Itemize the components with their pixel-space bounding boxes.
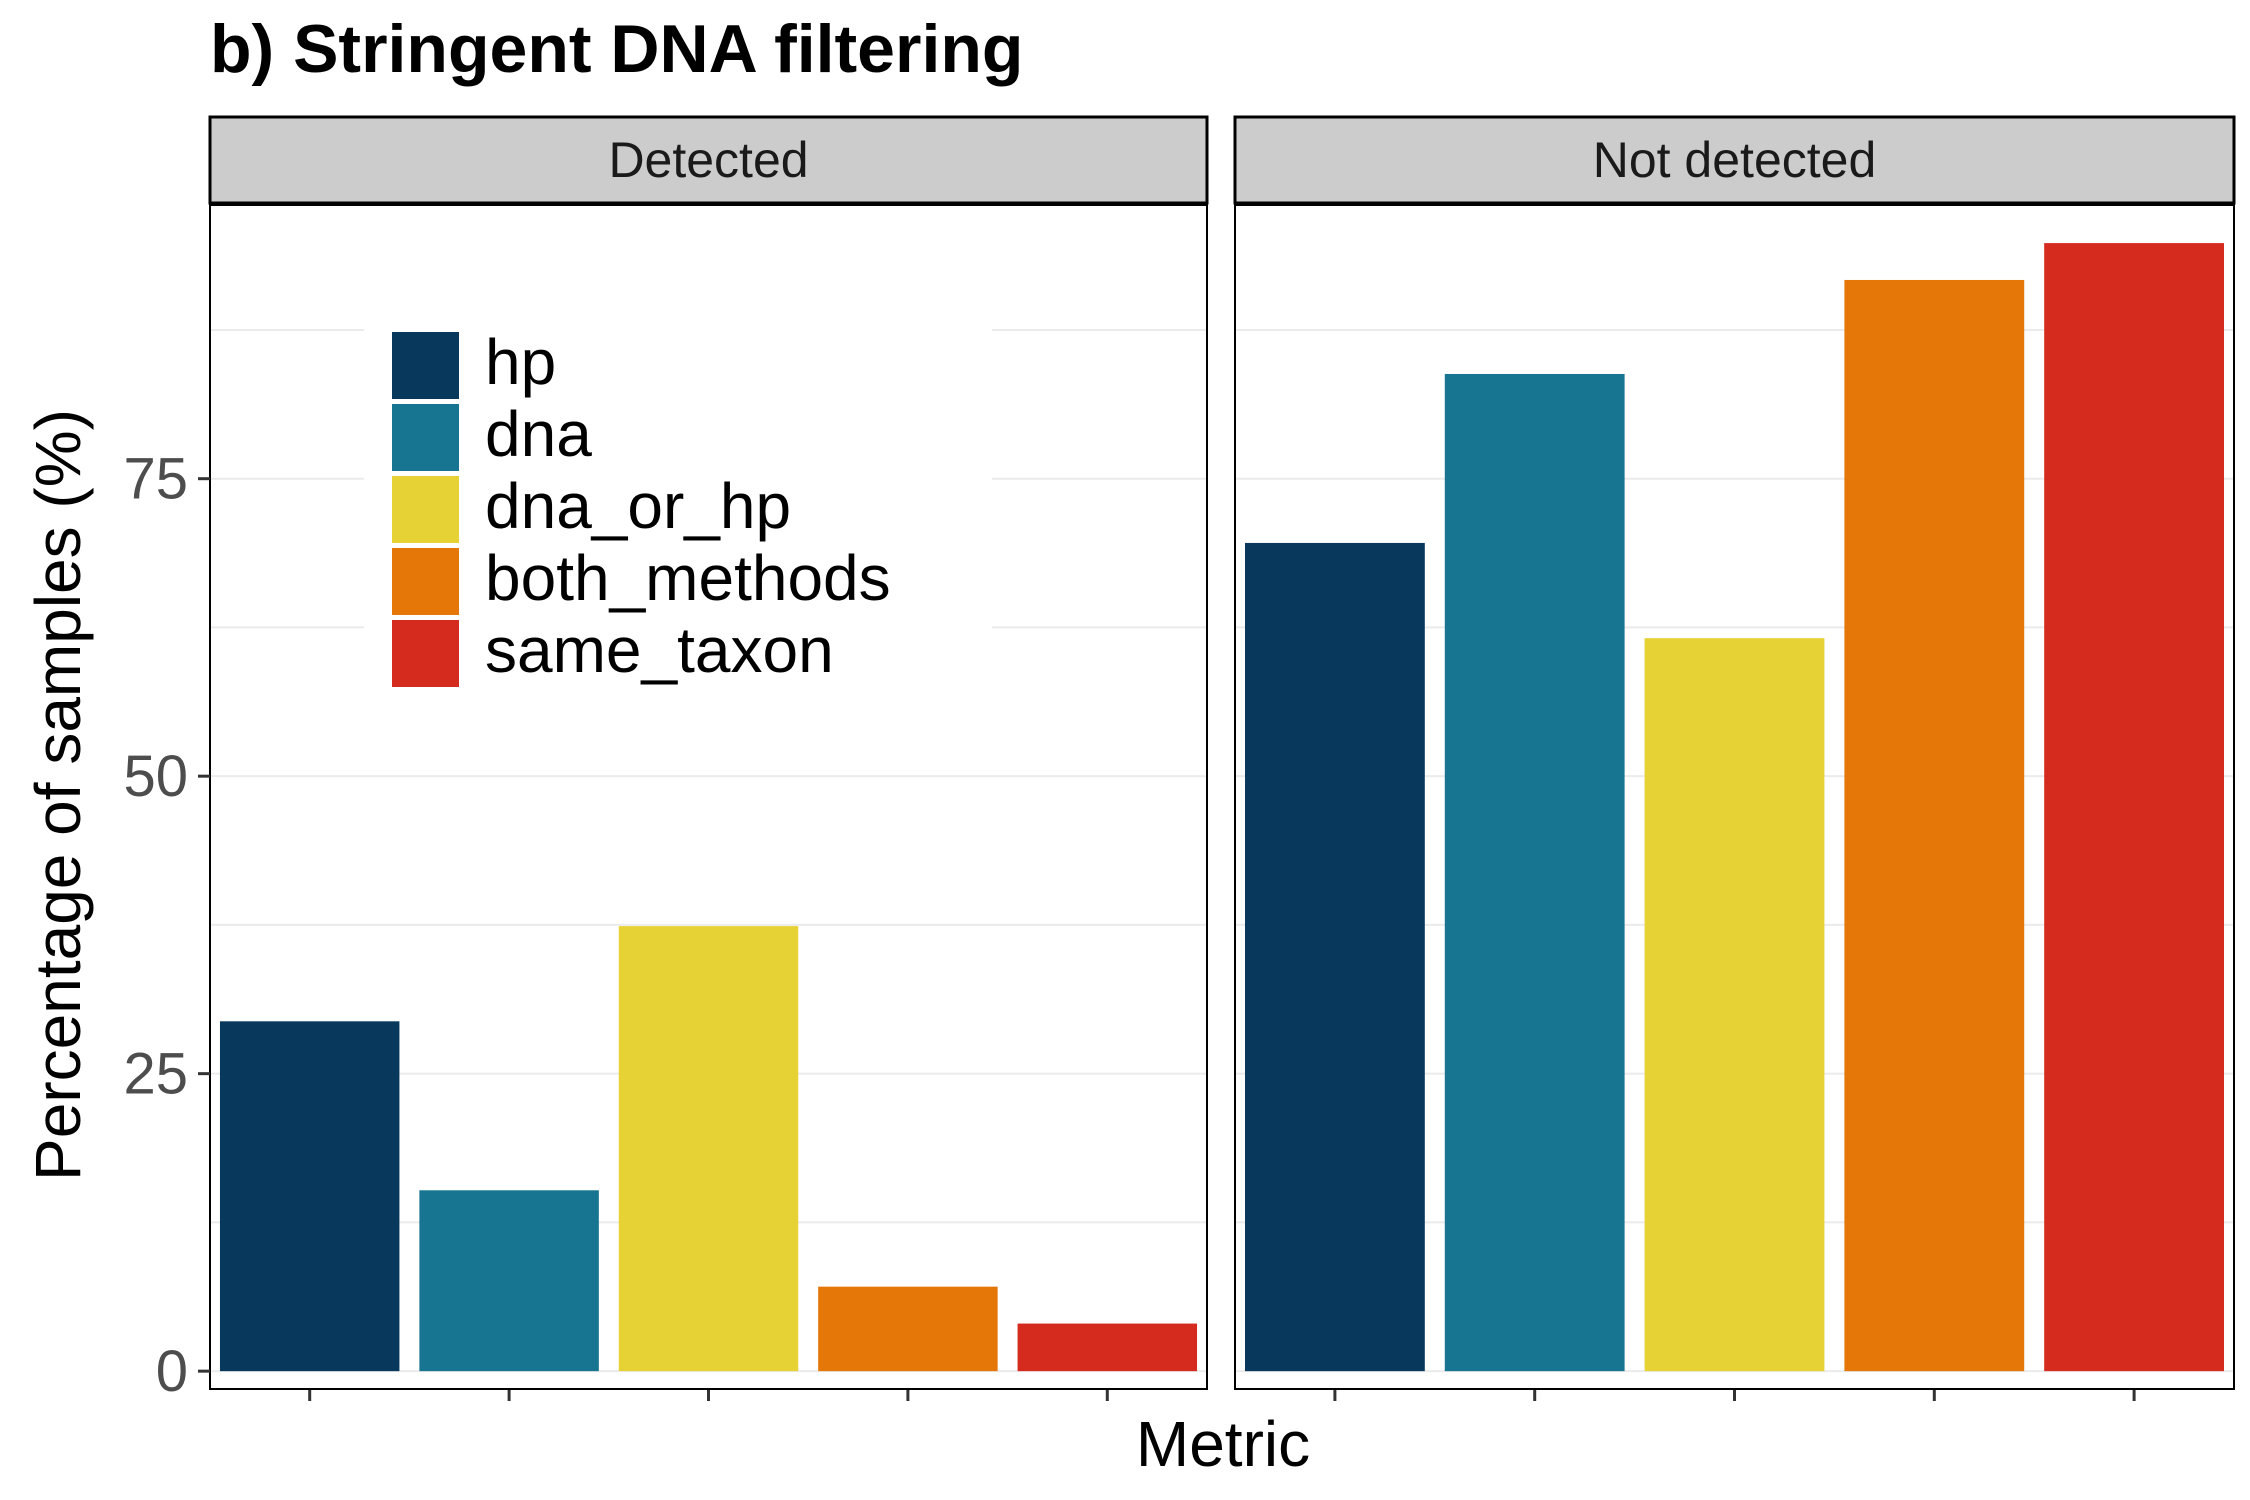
legend-label: same_taxon bbox=[485, 614, 834, 686]
bar-hp bbox=[219, 1021, 400, 1372]
bar-same_taxon bbox=[2044, 243, 2225, 1372]
facet-panel-1: Not detected bbox=[1233, 115, 2236, 1401]
legend-label: both_methods bbox=[485, 542, 891, 614]
legend-item-both_methods: both_methods bbox=[392, 542, 891, 615]
legend-item-hp: hp bbox=[392, 326, 556, 399]
legend-item-dna_or_hp: dna_or_hp bbox=[392, 470, 791, 543]
legend-swatch bbox=[392, 548, 459, 615]
panel-border bbox=[1234, 204, 2235, 1390]
facet-strip-label: Not detected bbox=[1593, 132, 1877, 188]
facet-strip bbox=[1233, 115, 2236, 205]
facet-panel-0: Detected bbox=[208, 115, 1209, 1401]
chart-title: b) Stringent DNA filtering bbox=[210, 11, 1023, 87]
legend-swatch bbox=[392, 332, 459, 399]
legend-item-same_taxon: same_taxon bbox=[392, 614, 834, 687]
facet-strip-label: Detected bbox=[608, 132, 808, 188]
bar-dna_or_hp bbox=[618, 926, 799, 1372]
x-axis-title: Metric bbox=[1136, 1408, 1310, 1480]
legend-item-dna: dna bbox=[392, 398, 592, 471]
panels-layer: Detected Not detected bbox=[208, 115, 2236, 1401]
bar-both_methods bbox=[818, 1286, 998, 1372]
bar-hp bbox=[1244, 542, 1425, 1372]
bar-dna bbox=[419, 1190, 599, 1372]
legend-background bbox=[364, 324, 992, 698]
bar-dna bbox=[1444, 373, 1625, 1372]
bar-dna_or_hp bbox=[1644, 638, 1825, 1372]
y-axis: 0 25 50 75 bbox=[123, 447, 210, 1404]
legend-swatch bbox=[392, 476, 459, 543]
y-axis-title: Percentage of samples (%) bbox=[22, 409, 94, 1181]
panel-border bbox=[209, 204, 1208, 1390]
bar-same_taxon bbox=[1017, 1323, 1198, 1372]
legend-label: dna bbox=[485, 398, 592, 470]
bar-both_methods bbox=[1844, 279, 2025, 1372]
legend-label: hp bbox=[485, 326, 556, 398]
legend-label: dna_or_hp bbox=[485, 470, 791, 542]
facet-strip bbox=[208, 115, 1209, 205]
y-tick-label: 75 bbox=[123, 447, 188, 512]
legend-swatch bbox=[392, 404, 459, 471]
y-tick-label: 25 bbox=[123, 1042, 188, 1107]
y-tick-label: 50 bbox=[123, 744, 188, 809]
y-tick-label: 0 bbox=[156, 1339, 188, 1404]
legend-swatch bbox=[392, 620, 459, 687]
